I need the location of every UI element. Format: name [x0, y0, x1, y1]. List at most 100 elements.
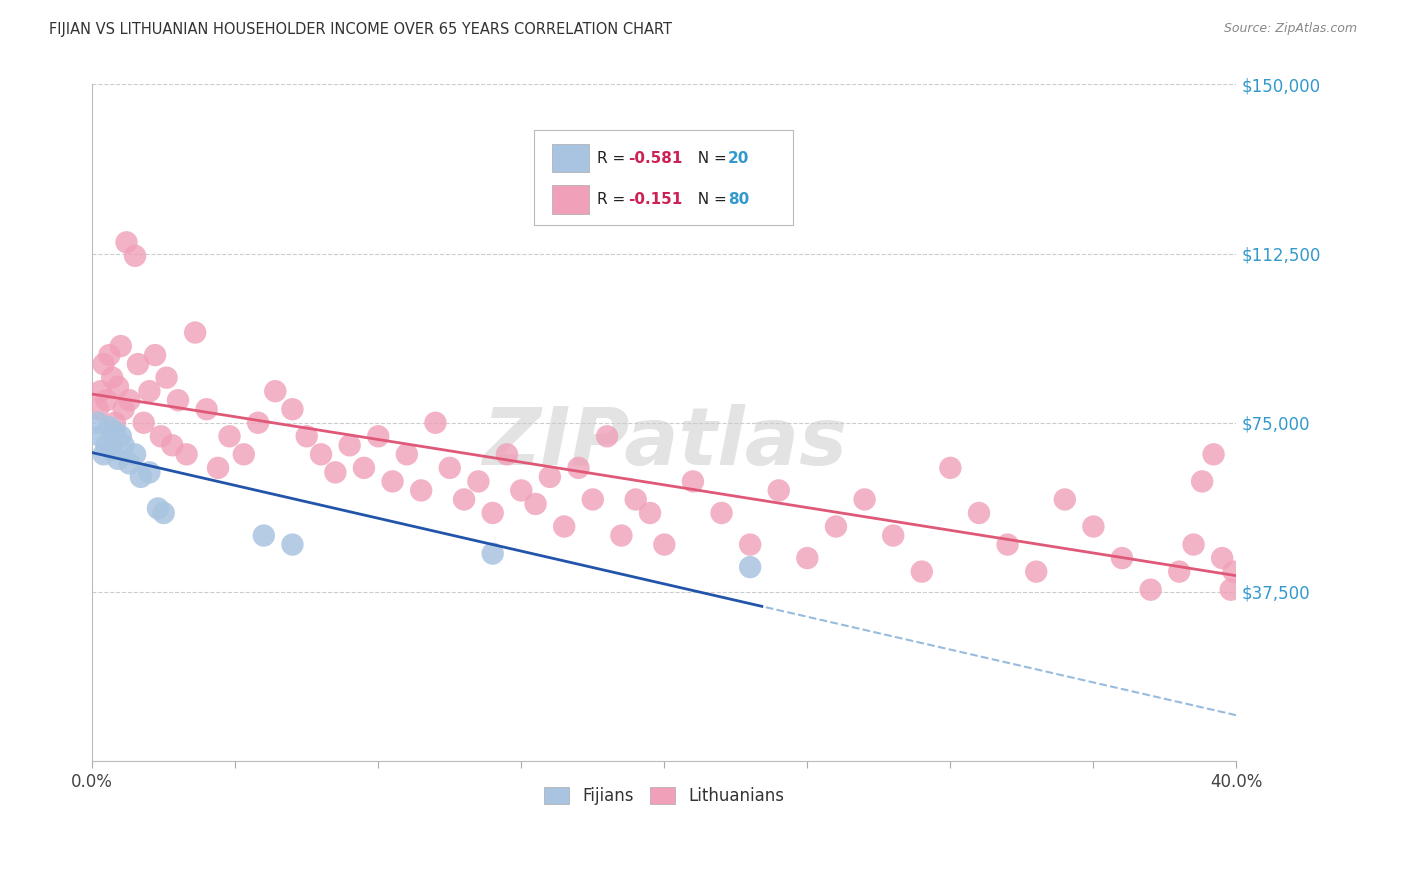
- Point: [496, 447, 519, 461]
- Point: [146, 501, 169, 516]
- Point: [682, 475, 704, 489]
- Text: -0.151: -0.151: [628, 192, 682, 207]
- Point: [90, 429, 112, 443]
- Point: [93, 357, 115, 371]
- Point: [939, 461, 962, 475]
- Point: [1202, 447, 1225, 461]
- Point: [638, 506, 661, 520]
- Point: [796, 551, 818, 566]
- Point: [295, 429, 318, 443]
- Point: [911, 565, 934, 579]
- Point: [467, 475, 489, 489]
- Point: [264, 384, 287, 399]
- Point: [1219, 582, 1241, 597]
- Point: [309, 447, 332, 461]
- Point: [124, 447, 146, 461]
- Point: [367, 429, 389, 443]
- Point: [98, 348, 121, 362]
- Text: 80: 80: [728, 192, 749, 207]
- Point: [184, 326, 207, 340]
- Point: [127, 357, 149, 371]
- Point: [176, 447, 198, 461]
- Point: [381, 475, 404, 489]
- Point: [768, 483, 790, 498]
- Text: N =: N =: [689, 151, 733, 166]
- Point: [90, 384, 112, 399]
- Point: [87, 416, 110, 430]
- Point: [155, 370, 177, 384]
- Point: [281, 402, 304, 417]
- Point: [167, 393, 190, 408]
- Point: [825, 519, 848, 533]
- Text: N =: N =: [689, 192, 733, 207]
- Point: [339, 438, 361, 452]
- Point: [93, 447, 115, 461]
- Point: [582, 492, 605, 507]
- Point: [96, 393, 118, 408]
- Point: [997, 537, 1019, 551]
- Point: [453, 492, 475, 507]
- Point: [101, 370, 124, 384]
- Point: [195, 402, 218, 417]
- Point: [132, 416, 155, 430]
- Point: [218, 429, 240, 443]
- Point: [1025, 565, 1047, 579]
- Point: [98, 420, 121, 434]
- Point: [1191, 475, 1213, 489]
- Point: [652, 537, 675, 551]
- Point: [740, 537, 762, 551]
- Point: [104, 425, 127, 439]
- Point: [538, 470, 561, 484]
- Point: [118, 393, 141, 408]
- Text: -0.581: -0.581: [628, 151, 682, 166]
- Point: [510, 483, 533, 498]
- Point: [353, 461, 375, 475]
- Point: [162, 438, 184, 452]
- Point: [247, 416, 270, 430]
- Point: [124, 249, 146, 263]
- Point: [1111, 551, 1133, 566]
- Point: [740, 560, 762, 574]
- Text: ZIPatlas: ZIPatlas: [482, 404, 846, 482]
- Point: [143, 348, 166, 362]
- Point: [138, 384, 160, 399]
- Text: FIJIAN VS LITHUANIAN HOUSEHOLDER INCOME OVER 65 YEARS CORRELATION CHART: FIJIAN VS LITHUANIAN HOUSEHOLDER INCOME …: [49, 22, 672, 37]
- Point: [104, 416, 127, 430]
- Text: R =: R =: [598, 192, 630, 207]
- Point: [624, 492, 647, 507]
- Point: [281, 537, 304, 551]
- Point: [152, 506, 174, 520]
- Point: [138, 466, 160, 480]
- Point: [1222, 565, 1244, 579]
- Point: [481, 506, 503, 520]
- Point: [112, 402, 135, 417]
- Point: [107, 451, 129, 466]
- Point: [1211, 551, 1233, 566]
- Point: [110, 339, 132, 353]
- Point: [149, 429, 172, 443]
- Point: [325, 466, 347, 480]
- Point: [425, 416, 447, 430]
- Point: [710, 506, 733, 520]
- Point: [207, 461, 229, 475]
- Point: [1053, 492, 1076, 507]
- Point: [882, 528, 904, 542]
- Point: [96, 438, 118, 452]
- Point: [112, 438, 135, 452]
- Point: [1139, 582, 1161, 597]
- Legend: Fijians, Lithuanians: Fijians, Lithuanians: [536, 779, 793, 814]
- Point: [129, 470, 152, 484]
- Point: [232, 447, 254, 461]
- Point: [411, 483, 433, 498]
- Point: [1168, 565, 1191, 579]
- Point: [118, 456, 141, 470]
- Point: [107, 379, 129, 393]
- Point: [596, 429, 619, 443]
- Text: 20: 20: [728, 151, 749, 166]
- Point: [1182, 537, 1205, 551]
- Point: [967, 506, 990, 520]
- Point: [253, 528, 276, 542]
- Point: [1083, 519, 1105, 533]
- Point: [115, 235, 138, 250]
- Point: [110, 429, 132, 443]
